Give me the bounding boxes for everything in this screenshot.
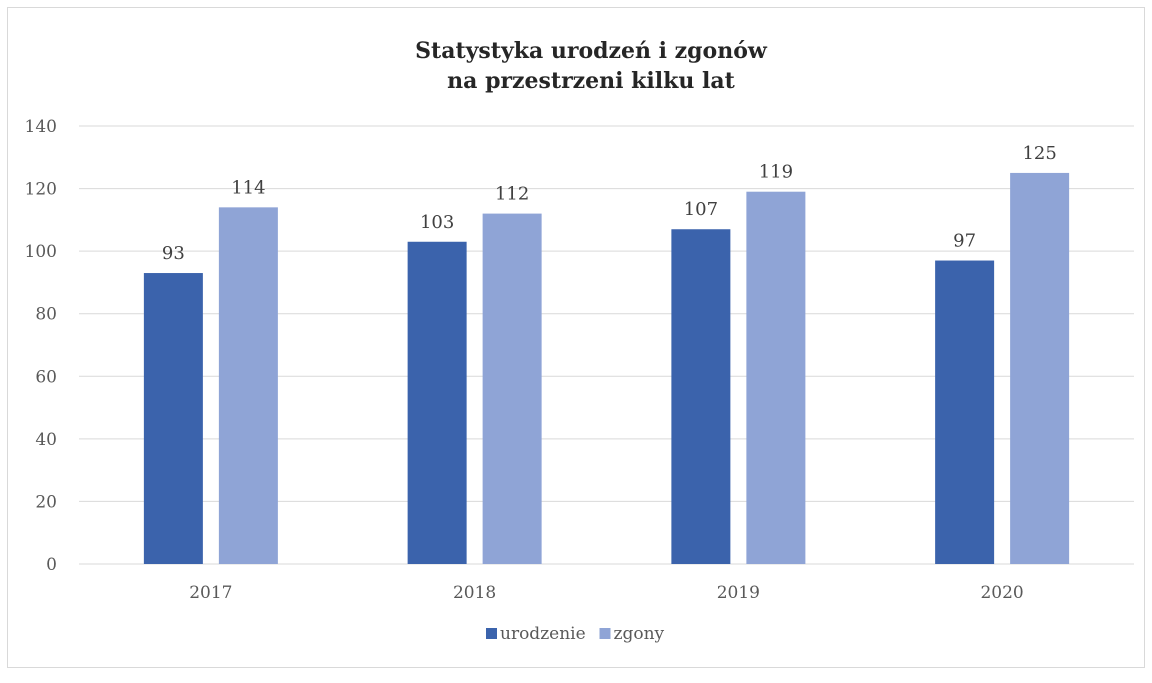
data-label-zgony-2018: 112 bbox=[495, 184, 529, 205]
bar-urodzenie-2020 bbox=[935, 260, 995, 564]
data-label-urodzenie-2018: 103 bbox=[420, 212, 454, 233]
y-tick-label: 60 bbox=[35, 367, 57, 387]
legend-swatch-zgony bbox=[599, 628, 611, 639]
bar-zgony-2019 bbox=[746, 191, 806, 564]
data-label-urodzenie-2019: 107 bbox=[684, 199, 718, 220]
bar-chart: Statystyka urodzeń i zgonów na przestrze… bbox=[25, 38, 1134, 644]
chart-title-line-1: Statystyka urodzeń i zgonów bbox=[415, 38, 768, 64]
y-tick-label: 100 bbox=[25, 242, 57, 262]
y-axis-ticks: 0 20 40 60 80 100 120 140 bbox=[25, 117, 57, 575]
legend-label-zgony: zgony bbox=[614, 624, 665, 644]
x-tick-label: 2017 bbox=[189, 583, 232, 603]
legend: urodzenie zgony bbox=[486, 624, 665, 644]
bar-zgony-2018 bbox=[482, 213, 542, 564]
x-tick-label: 2019 bbox=[717, 583, 760, 603]
chart-area: Statystyka urodzeń i zgonów na przestrze… bbox=[7, 7, 1145, 668]
data-labels: 93 114 103 112 107 119 97 125 bbox=[162, 143, 1057, 264]
data-label-zgony-2019: 119 bbox=[759, 162, 793, 183]
y-tick-label: 120 bbox=[25, 180, 57, 200]
y-tick-label: 0 bbox=[46, 555, 57, 575]
legend-swatch-urodzenie bbox=[486, 628, 497, 639]
data-label-urodzenie-2017: 93 bbox=[162, 243, 185, 264]
bar-zgony-2017 bbox=[218, 207, 278, 565]
x-tick-label: 2018 bbox=[453, 583, 496, 603]
data-label-zgony-2017: 114 bbox=[231, 177, 265, 198]
data-label-urodzenie-2020: 97 bbox=[953, 231, 976, 252]
y-tick-label: 20 bbox=[35, 492, 57, 512]
bar-zgony-2020 bbox=[1010, 172, 1070, 564]
y-tick-label: 80 bbox=[35, 305, 57, 325]
bar-urodzenie-2018 bbox=[407, 241, 467, 564]
bar-urodzenie-2017 bbox=[143, 273, 203, 564]
legend-label-urodzenie: urodzenie bbox=[500, 624, 586, 644]
bars bbox=[143, 172, 1070, 565]
x-axis-ticks: 2017 2018 2019 2020 bbox=[189, 583, 1024, 603]
bar-urodzenie-2019 bbox=[671, 229, 731, 564]
x-tick-label: 2020 bbox=[980, 583, 1023, 603]
y-tick-label: 140 bbox=[25, 117, 57, 137]
chart-title-line-2: na przestrzeni kilku lat bbox=[447, 68, 735, 94]
y-tick-label: 40 bbox=[35, 430, 57, 450]
data-label-zgony-2020: 125 bbox=[1022, 143, 1056, 164]
